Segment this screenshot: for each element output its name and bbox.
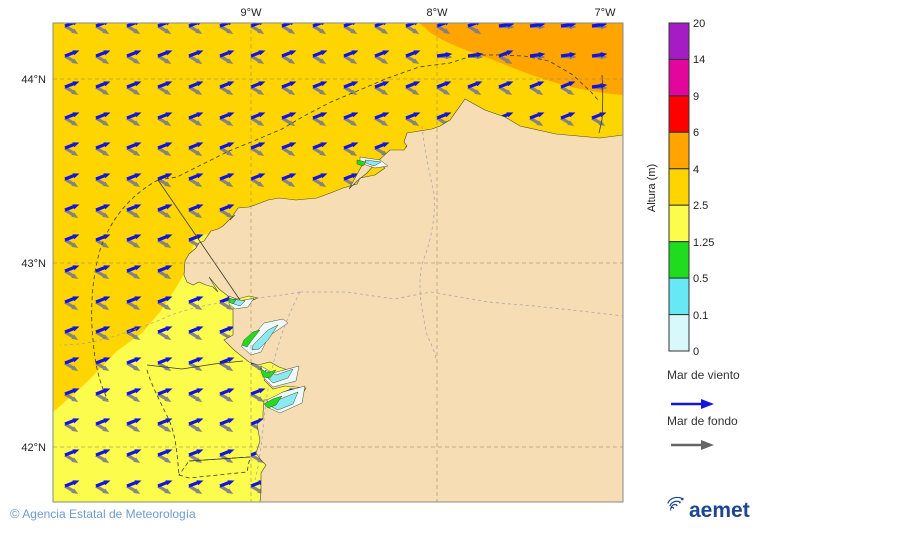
svg-text:aemet: aemet [689,499,750,522]
svg-text:Mar de fondo: Mar de fondo [667,414,738,428]
svg-text:20: 20 [693,18,705,30]
svg-text:0: 0 [693,346,699,358]
svg-text:6: 6 [693,127,699,139]
svg-text:14: 14 [693,54,705,66]
svg-text:9°W: 9°W [241,7,263,19]
svg-text:0.5: 0.5 [693,273,708,285]
svg-text:0.1: 0.1 [693,310,708,322]
svg-text:2.5: 2.5 [693,200,708,212]
svg-text:9: 9 [693,91,699,103]
svg-text:Mar de viento: Mar de viento [667,368,740,382]
svg-text:Altura (m): Altura (m) [646,164,658,212]
svg-text:7°W: 7°W [595,7,617,19]
svg-text:44°N: 44°N [21,74,46,86]
svg-text:42°N: 42°N [21,442,46,454]
svg-text:43°N: 43°N [21,258,46,270]
svg-text:8°W: 8°W [427,7,449,19]
svg-text:1.25: 1.25 [693,237,714,249]
svg-text:© Agencia Estatal de Meteorolo: © Agencia Estatal de Meteorología [10,506,196,521]
svg-text:4: 4 [693,164,699,176]
